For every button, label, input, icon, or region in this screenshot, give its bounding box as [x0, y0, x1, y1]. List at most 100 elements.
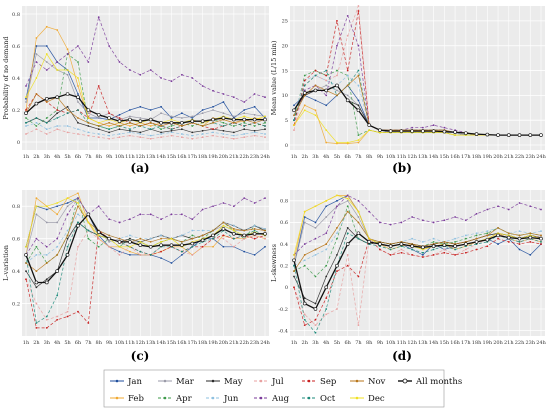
data-point	[222, 129, 225, 132]
data-point	[432, 248, 435, 251]
data-point	[253, 105, 256, 108]
data-point	[243, 128, 246, 131]
data-point	[411, 126, 414, 129]
data-point	[432, 124, 435, 127]
x-tick-label: 17h	[187, 340, 197, 346]
data-point	[77, 85, 79, 87]
x-tick-label: 22h	[515, 340, 525, 346]
data-point	[108, 128, 111, 131]
y-tick-label: 0.2	[280, 264, 288, 270]
data-point	[129, 134, 131, 137]
data-point	[486, 208, 489, 211]
x-tick-label: 20h	[493, 154, 503, 160]
data-point	[314, 114, 317, 117]
data-point	[212, 109, 214, 111]
data-point	[160, 77, 162, 79]
y-tick-label: 0	[285, 143, 288, 149]
data-point	[191, 229, 194, 232]
data-point	[303, 313, 306, 316]
data-point	[346, 199, 349, 202]
data-point	[314, 237, 317, 240]
x-tick-label: 23h	[250, 154, 260, 160]
data-point	[336, 194, 338, 197]
data-point	[222, 101, 225, 103]
data-point	[35, 253, 38, 256]
data-point	[346, 205, 349, 208]
y-tick-label: 0.4	[12, 76, 20, 82]
data-point	[25, 245, 27, 248]
data-point	[540, 241, 542, 243]
data-point	[129, 253, 131, 256]
x-tick-label: 5h	[64, 340, 71, 346]
data-point	[169, 243, 174, 247]
data-point	[357, 199, 360, 202]
data-point	[56, 237, 59, 240]
data-point	[34, 280, 39, 285]
data-point	[264, 197, 266, 200]
data-point	[253, 121, 256, 124]
data-point	[45, 208, 48, 211]
data-point	[201, 229, 204, 232]
data-point	[160, 218, 162, 221]
data-point	[454, 241, 456, 243]
data-point	[35, 128, 38, 131]
data-point	[87, 237, 90, 240]
data-point	[56, 245, 59, 248]
data-point	[421, 253, 424, 256]
data-point	[264, 128, 266, 131]
data-point	[77, 192, 79, 195]
data-point	[222, 237, 225, 240]
data-point	[400, 248, 403, 251]
data-point	[496, 133, 500, 137]
data-point	[56, 69, 59, 71]
data-point	[432, 237, 435, 240]
legend-label: Jul	[271, 377, 284, 387]
x-tick-label: 17h	[461, 154, 471, 160]
data-point	[66, 131, 69, 134]
data-point	[87, 121, 90, 124]
data-point	[170, 115, 173, 118]
data-point	[149, 237, 152, 240]
data-point	[55, 269, 59, 273]
data-point	[45, 53, 48, 55]
data-point	[232, 117, 236, 122]
data-point	[292, 258, 296, 263]
legend-marker	[402, 378, 408, 384]
data-point	[138, 243, 143, 247]
data-point	[336, 89, 338, 92]
data-point	[45, 318, 48, 321]
data-point	[325, 74, 328, 77]
data-point	[389, 248, 392, 251]
data-point	[66, 73, 69, 76]
data-point	[357, 237, 360, 240]
y-tick-label: 0.8	[12, 12, 20, 18]
data-point	[518, 241, 521, 243]
data-point	[528, 133, 533, 137]
data-point	[368, 210, 371, 213]
data-point	[45, 69, 48, 71]
data-point	[222, 224, 225, 227]
data-point	[108, 45, 111, 47]
panel-label: (b)	[392, 161, 412, 175]
data-point	[314, 331, 317, 334]
data-point	[293, 264, 295, 267]
data-point	[454, 253, 456, 256]
data-point	[232, 224, 235, 227]
data-point	[232, 137, 235, 140]
data-point	[160, 234, 162, 237]
data-point	[77, 133, 79, 135]
data-point	[443, 248, 446, 251]
data-point	[303, 221, 306, 224]
data-point	[118, 61, 121, 63]
y-tick-label: 10	[282, 93, 288, 99]
data-point	[346, 141, 349, 144]
data-point	[191, 77, 194, 79]
data-point	[129, 218, 131, 221]
data-point	[180, 73, 183, 76]
data-point	[35, 121, 38, 124]
series-line-aug	[293, 194, 542, 256]
legend-marker	[211, 379, 215, 383]
data-point	[66, 234, 69, 237]
data-point	[497, 205, 499, 208]
data-point	[539, 236, 543, 241]
